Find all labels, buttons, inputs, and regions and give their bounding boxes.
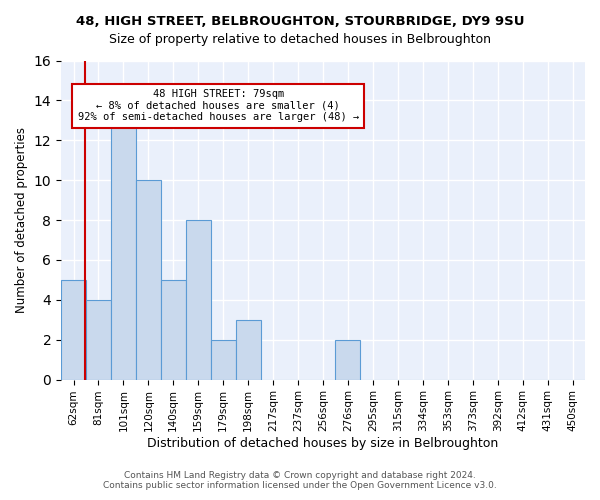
Text: 48 HIGH STREET: 79sqm
← 8% of detached houses are smaller (4)
92% of semi-detach: 48 HIGH STREET: 79sqm ← 8% of detached h… — [77, 89, 359, 122]
Bar — [186, 220, 211, 380]
Bar — [161, 280, 186, 380]
Bar — [211, 340, 236, 380]
Text: Contains HM Land Registry data © Crown copyright and database right 2024.
Contai: Contains HM Land Registry data © Crown c… — [103, 470, 497, 490]
Bar — [86, 300, 111, 380]
Bar — [61, 280, 86, 380]
Text: 48, HIGH STREET, BELBROUGHTON, STOURBRIDGE, DY9 9SU: 48, HIGH STREET, BELBROUGHTON, STOURBRID… — [76, 15, 524, 28]
Y-axis label: Number of detached properties: Number of detached properties — [15, 127, 28, 313]
X-axis label: Distribution of detached houses by size in Belbroughton: Distribution of detached houses by size … — [148, 437, 499, 450]
Text: Size of property relative to detached houses in Belbroughton: Size of property relative to detached ho… — [109, 32, 491, 46]
Bar — [236, 320, 260, 380]
Bar — [335, 340, 361, 380]
Bar — [111, 120, 136, 380]
Bar — [136, 180, 161, 380]
